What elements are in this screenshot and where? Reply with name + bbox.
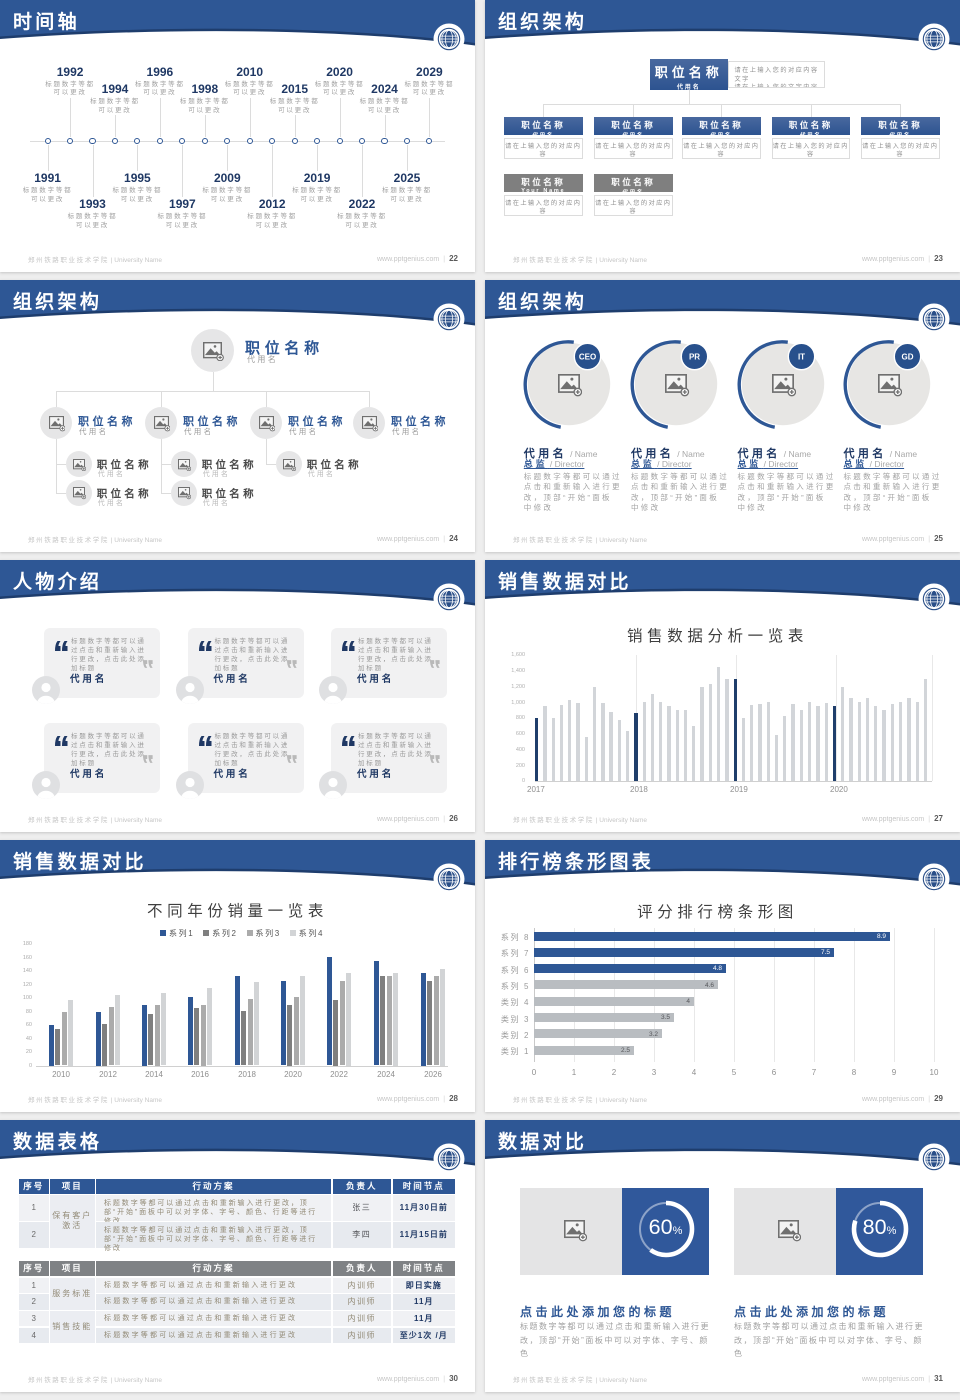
svg-text:GD: GD <box>901 352 913 361</box>
svg-text:PR: PR <box>689 352 700 361</box>
svg-text:IT: IT <box>797 352 804 361</box>
svg-text:CEO: CEO <box>579 352 596 361</box>
